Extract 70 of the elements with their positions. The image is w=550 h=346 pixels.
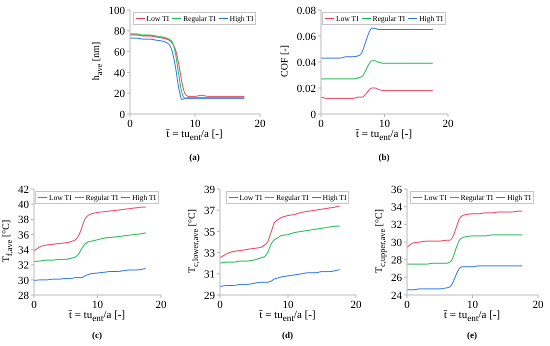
y-tick-label: 36 (18, 229, 30, 242)
line-series (34, 206, 146, 252)
x-tick-label: 0 (31, 298, 38, 311)
text: (b) (378, 152, 390, 162)
x-tick-label: 20 (442, 118, 454, 130)
y-tick-label: 37 (204, 205, 216, 218)
y-tick-label: 28 (391, 254, 402, 267)
y-tick-label: 31 (204, 268, 215, 281)
y-tick-label: 0.04 (296, 56, 316, 69)
y-tick-label: 29 (204, 290, 216, 302)
line-series (34, 232, 146, 262)
y-tick-label: 0.08 (296, 4, 316, 17)
x-axis-title: t̄ = tu$_{ent}$/a [-] (166, 128, 223, 142)
y-tick-label: 34 (391, 202, 402, 214)
text: (d) (282, 330, 293, 340)
y-tick-label: 60 (114, 46, 126, 59)
y-tick-label: 30 (391, 236, 402, 249)
y-tick-label: 32 (18, 260, 29, 272)
y-tick-label: 24 (391, 290, 402, 302)
line-series (321, 60, 434, 80)
text: (a) (189, 152, 200, 162)
y-tick-label: 80 (114, 26, 126, 38)
y-tick-label: 40 (114, 67, 126, 80)
y-tick-label: 28 (18, 290, 30, 302)
line-series (321, 28, 434, 59)
line-series (220, 226, 340, 264)
y-tick-label: 35 (204, 226, 216, 238)
y-tick-label: 26 (391, 272, 402, 284)
x-tick-label: 0 (127, 118, 134, 130)
text: (c) (92, 330, 102, 340)
x-tick-label: 10 (92, 298, 104, 311)
y-tick-label: 42 (18, 184, 29, 196)
y-tick-label: 36 (391, 184, 402, 196)
line-series (407, 210, 523, 248)
y-tick-label: 20 (114, 88, 126, 100)
y-tick-label: 0 (310, 108, 316, 121)
x-axis-title: t̄ = tu$_{ent}$/a [-] (444, 309, 500, 324)
x-tick-label: 20 (532, 298, 544, 311)
y-axis-title: COF [-] (280, 45, 290, 77)
x-tick-label: 20 (156, 298, 167, 311)
x-tick-label: 0 (404, 298, 410, 311)
line-series (407, 234, 523, 265)
line-series (321, 88, 434, 99)
x-tick-label: 20 (350, 298, 362, 311)
y-tick-label: 38 (18, 214, 30, 226)
x-axis-title: t̄ = tu$_{ent}$/a [-] (259, 309, 316, 324)
y-tick-label: 0.06 (296, 30, 316, 43)
x-tick-label: 20 (254, 118, 266, 130)
x-tick-label: 10 (190, 118, 201, 130)
line-series (407, 265, 523, 290)
y-tick-label: 0.02 (296, 82, 316, 95)
y-tick-label: 34 (18, 244, 30, 256)
y-tick-label: 33 (204, 248, 216, 260)
x-tick-label: 10 (379, 118, 390, 130)
x-axis-title: t̄ = tu$_{ent}$/a [-] (68, 309, 126, 324)
line-series (220, 205, 340, 258)
x-tick-label: 10 (467, 298, 478, 311)
y-tick-label: 32 (391, 219, 402, 232)
y-tick-label: 40 (18, 199, 30, 212)
x-tick-label: 0 (217, 298, 224, 311)
x-axis-title: t̄ = tu$_{ent}$/a [-] (356, 128, 412, 142)
y-tick-label: 30 (18, 274, 30, 287)
line-series (34, 268, 146, 282)
line-series (220, 269, 340, 288)
x-tick-label: 0 (318, 118, 324, 130)
y-tick-label: 0 (120, 108, 126, 121)
x-tick-label: 10 (282, 298, 294, 311)
y-tick-label: 39 (204, 184, 216, 196)
y-tick-label: 100 (108, 4, 126, 17)
text: (e) (467, 330, 477, 340)
